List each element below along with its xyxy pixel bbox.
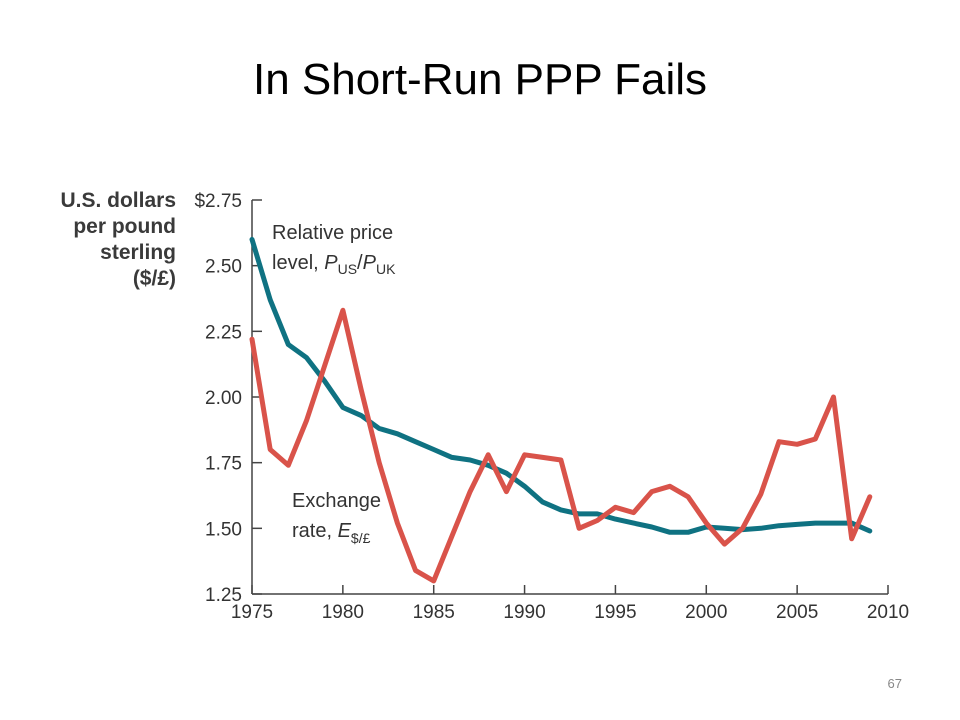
slide-title: In Short-Run PPP Fails xyxy=(252,55,708,104)
series-label-relative-price-sub-uk: UK xyxy=(376,261,396,277)
series-label-exchange-rate-prefix: rate, xyxy=(292,520,338,542)
series-label-relative-price-symbol-2: P xyxy=(363,252,377,274)
series-label-exchange-rate-line-1: Exchange xyxy=(292,490,381,512)
y-tick-label: 2.25 xyxy=(205,322,242,343)
x-tick-label: 1985 xyxy=(413,602,455,623)
y-tick-label: 1.50 xyxy=(205,519,242,540)
y-tick-label: 1.75 xyxy=(205,454,242,475)
series-label-exchange-rate-symbol: E xyxy=(338,520,352,542)
series-label-relative-price-slash: / xyxy=(357,252,363,274)
series-label-exchange-rate-line-2: rate, E$/£ xyxy=(292,520,371,546)
x-tick-label: 1975 xyxy=(231,602,273,623)
series-label-relative-price-line-1: Relative price xyxy=(272,222,393,244)
series-line-relative-price xyxy=(249,236,873,535)
x-tick-label: 2005 xyxy=(776,602,818,623)
x-tick-label: 2010 xyxy=(867,602,909,623)
y-axis-label: U.S. dollars per pound sterling ($/£) xyxy=(30,188,176,292)
y-tick-label: 2.00 xyxy=(205,388,242,409)
x-tick-label: 1995 xyxy=(594,602,636,623)
series-label-relative-price-sub-us: US xyxy=(338,261,357,277)
series-label-exchange-rate-sub: $/£ xyxy=(351,530,371,546)
x-tick-label: 2000 xyxy=(685,602,727,623)
y-tick-label: 2.50 xyxy=(205,257,242,278)
y-tick-label: $2.75 xyxy=(194,191,242,212)
y-axis-label-line-1: U.S. dollars xyxy=(60,189,176,212)
x-tick-label: 1980 xyxy=(322,602,364,623)
y-tick-label: 1.25 xyxy=(205,585,242,606)
series-label-relative-price-line-2: level, PUS/PUK xyxy=(272,252,396,277)
series-label-relative-price-prefix: level, xyxy=(272,252,324,274)
axes: 1.25 1.50 1.75 2.00 2.25 2.50 $2.75 1975 1980 198… xyxy=(194,191,909,623)
y-axis-label-line-3: sterling xyxy=(100,241,176,264)
series-label-relative-price-symbol: P xyxy=(324,252,338,274)
x-tick-label: 1990 xyxy=(503,602,545,623)
series-layer xyxy=(249,236,873,584)
series-line-exchange-rate xyxy=(249,307,873,584)
slide-number: 67 xyxy=(887,676,902,691)
y-axis-label-line-4: ($/£) xyxy=(132,267,176,290)
y-axis-label-line-2: per pound xyxy=(73,215,176,238)
